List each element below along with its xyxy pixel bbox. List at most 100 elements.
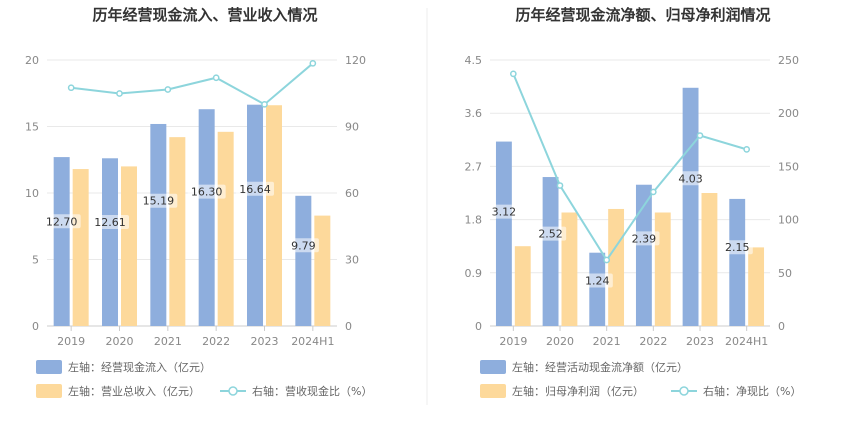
data-label: 16.64: [239, 183, 271, 196]
bar: [682, 87, 699, 326]
bar: [495, 141, 512, 326]
bar: [635, 184, 652, 326]
bar: [701, 193, 718, 326]
series-line: [71, 62, 314, 106]
left-axis-tick-label: 5: [32, 254, 39, 267]
data-label: 3.12: [492, 206, 517, 219]
data-label: 15.19: [143, 195, 175, 208]
bar: [514, 246, 531, 326]
x-axis-tick-label: 2021: [593, 335, 621, 348]
line-point: [743, 146, 751, 153]
data-label-bg: [42, 214, 81, 229]
line-point: [261, 100, 268, 108]
left-axis-tick-label: 0: [32, 320, 39, 333]
right-axis-tick-label: 60: [345, 187, 359, 200]
legend-marker: [228, 386, 238, 396]
left-axis-tick-label: 0.9: [465, 267, 483, 280]
bar: [589, 252, 606, 326]
line-point: [116, 90, 123, 97]
right-axis-tick-label: 200: [778, 107, 799, 120]
right-axis-tick-label: 250: [778, 54, 799, 67]
bar: [314, 215, 331, 326]
left-axis-tick-label: 4.5: [465, 54, 483, 67]
legend-label: 左轴：营业总收入（亿元）: [68, 384, 200, 398]
left-axis-tick-label: 3.6: [465, 107, 483, 120]
series-line: [512, 73, 747, 262]
bar: [217, 131, 234, 326]
data-label: 2.39: [632, 232, 657, 245]
legend-swatch: [36, 384, 62, 398]
x-axis-tick-label: 2024H1: [725, 335, 768, 348]
data-label: 12.61: [94, 216, 126, 229]
legend-label: 右轴：净现比（%）: [703, 384, 801, 398]
left-axis-tick-label: 2.7: [465, 160, 483, 173]
line-point: [696, 132, 704, 139]
data-label-bg: [628, 231, 660, 246]
data-label: 9.79: [291, 239, 316, 252]
right-axis-tick-label: 150: [778, 160, 799, 173]
legend-label: 左轴：经营活动现金流净额（亿元）: [512, 360, 688, 374]
data-label-bg: [91, 215, 129, 230]
bar: [247, 104, 263, 326]
bar: [198, 109, 215, 327]
bar: [53, 157, 70, 326]
bar: [561, 212, 578, 326]
line-point: [556, 182, 564, 189]
left-axis-tick-label: 1.8: [465, 214, 483, 227]
x-axis-tick-label: 2020: [546, 335, 574, 348]
left-axis-tick-label: 10: [25, 187, 39, 200]
data-label-bg: [721, 240, 753, 255]
legend-label: 左轴：经营现金流入（亿元）: [68, 360, 211, 374]
bar: [748, 247, 765, 326]
bar: [654, 212, 671, 326]
line-point: [67, 84, 75, 92]
data-label-bg: [534, 226, 567, 241]
data-label: 16.30: [191, 186, 223, 199]
bar: [266, 105, 282, 326]
data-label: 2.52: [538, 228, 563, 241]
bar: [729, 198, 746, 326]
legend-swatch: [480, 384, 506, 398]
line-point: [603, 256, 611, 264]
line-point: [509, 70, 517, 78]
left-axis-tick-label: 0: [475, 320, 482, 333]
bar: [295, 195, 312, 326]
chart-net-cashflow-profit: 历年经营现金流净额、归母净利润情况 0 0.9 1.8 2.7 3.6 4.5 0 50 100 1…: [465, 6, 801, 398]
data-label-bg: [581, 273, 613, 288]
right-axis-tick-label: 100: [778, 214, 799, 227]
line-point: [164, 86, 172, 93]
bar: [121, 166, 137, 326]
right-axis-tick-label: 0: [345, 320, 352, 333]
legend-label: 右轴：营收现金比（%）: [252, 384, 372, 398]
data-label-bg: [236, 181, 274, 196]
x-axis-tick-label: 2019: [499, 335, 527, 348]
bar: [150, 123, 167, 327]
x-axis-tick-label: 2019: [57, 335, 85, 348]
chart-title: 历年经营现金流净额、归母净利润情况: [515, 6, 770, 24]
data-label-bg: [139, 193, 178, 208]
right-axis-tick-label: 120: [345, 54, 366, 67]
data-label-bg: [287, 238, 319, 253]
x-axis-tick-label: 2023: [251, 335, 279, 348]
data-label: 2.15: [725, 241, 750, 254]
x-axis-tick-label: 2021: [154, 335, 182, 348]
bar: [72, 169, 89, 326]
legend-swatch: [36, 360, 62, 374]
data-label: 1.24: [585, 275, 610, 288]
left-axis-tick-label: 15: [25, 121, 39, 134]
legend-swatch: [480, 360, 506, 374]
x-axis-tick-label: 2022: [639, 335, 667, 348]
bar: [608, 208, 625, 326]
line-point: [649, 188, 657, 196]
data-label-bg: [488, 204, 520, 219]
legend-marker: [679, 386, 689, 396]
bar: [102, 158, 118, 326]
legend-label: 左轴：归母净利润（亿元）: [512, 384, 644, 398]
x-axis-tick-label: 2024H1: [291, 335, 334, 348]
line-point: [212, 74, 220, 82]
chart-cash-inflow-revenue: 历年经营现金流入、营业收入情况 0 5 10 15 20 0 30 60 90 120 2019 202…: [25, 6, 372, 398]
bar: [542, 177, 559, 326]
x-axis-tick-label: 2020: [106, 335, 134, 348]
right-axis-tick-label: 90: [345, 121, 359, 134]
